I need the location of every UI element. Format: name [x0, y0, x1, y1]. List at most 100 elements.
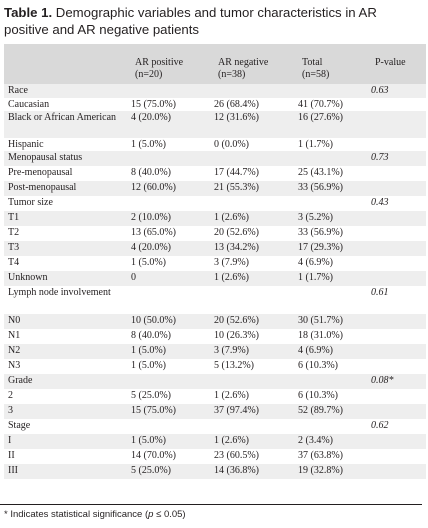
table-row: N1 8 (40.0%) 10 (26.3%) 18 (31.0%): [4, 329, 426, 344]
cell-total: 6 (10.3%): [298, 390, 338, 401]
cell-total: 41 (70.7%): [298, 99, 343, 110]
row-label: N0: [8, 315, 21, 326]
col-ar-negative-n: (n=38): [218, 69, 246, 80]
cell-pvalue: 0.62: [371, 420, 389, 431]
cell-ar-negative: 1 (2.6%): [214, 272, 249, 283]
row-label: Post-menopausal: [8, 182, 77, 193]
row-label: Race: [8, 85, 28, 96]
cell-ar-negative: 26 (68.4%): [214, 99, 259, 110]
row-label: Tumor size: [8, 197, 53, 208]
cell-ar-negative: 12 (31.6%): [214, 112, 259, 123]
cell-ar-positive: 8 (40.0%): [131, 167, 171, 178]
row-label: N3: [8, 360, 21, 371]
row-label: Caucasian: [8, 99, 50, 110]
col-total-n: (n=58): [302, 69, 330, 80]
row-label: Menopausal status: [8, 152, 83, 163]
row-label: III: [8, 465, 18, 476]
cell-ar-negative: 20 (52.6%): [214, 227, 259, 238]
cell-total: 16 (27.6%): [298, 112, 343, 123]
row-label: 2: [8, 390, 13, 401]
cell-ar-negative: 5 (13.2%): [214, 360, 254, 371]
footnote-p-symbol: p: [148, 509, 154, 520]
cell-total: 33 (56.9%): [298, 182, 343, 193]
cell-total: 1 (1.7%): [298, 139, 333, 150]
cell-ar-positive: 5 (25.0%): [131, 465, 171, 476]
cell-ar-negative: 23 (60.5%): [214, 450, 259, 461]
col-ar-negative: AR negative (n=38): [218, 57, 268, 81]
cell-total: 19 (32.8%): [298, 465, 343, 476]
cell-ar-positive: 5 (25.0%): [131, 390, 171, 401]
table-header: AR positive (n=20) AR negative (n=38) To…: [4, 44, 426, 84]
table-row: Menopausal status 0.73: [4, 151, 426, 166]
footnote-prefix: * Indicates statistical significance (: [4, 509, 149, 520]
table-row: Race 0.63: [4, 84, 426, 98]
cell-total: 18 (31.0%): [298, 330, 343, 341]
cell-ar-positive: 1 (5.0%): [131, 257, 166, 268]
cell-total: 4 (6.9%): [298, 345, 333, 356]
cell-ar-negative: 3 (7.9%): [214, 345, 249, 356]
cell-ar-positive: 1 (5.0%): [131, 345, 166, 356]
cell-ar-negative: 13 (34.2%): [214, 242, 259, 253]
cell-total: 25 (43.1%): [298, 167, 343, 178]
cell-pvalue: 0.73: [371, 152, 389, 163]
cell-ar-negative: 1 (2.6%): [214, 390, 249, 401]
col-total-label: Total: [302, 57, 323, 68]
table-row: Tumor size 0.43: [4, 196, 426, 211]
cell-ar-positive: 1 (5.0%): [131, 360, 166, 371]
cell-ar-positive: 12 (60.0%): [131, 182, 176, 193]
table-row: II 14 (70.0%) 23 (60.5%) 37 (63.8%): [4, 449, 426, 464]
row-label: T2: [8, 227, 20, 238]
col-ar-positive-n: (n=20): [135, 69, 163, 80]
cell-total: 52 (89.7%): [298, 405, 343, 416]
cell-ar-positive: 10 (50.0%): [131, 315, 176, 326]
table-row: N3 1 (5.0%) 5 (13.2%) 6 (10.3%): [4, 359, 426, 374]
cell-ar-positive: 1 (5.0%): [131, 435, 166, 446]
footnote-suffix: ≤ 0.05): [153, 509, 186, 520]
row-label: Grade: [8, 375, 33, 386]
table-row: Hispanic 1 (5.0%) 0 (0.0%) 1 (1.7%): [4, 138, 426, 151]
table-row: N2 1 (5.0%) 3 (7.9%) 4 (6.9%): [4, 344, 426, 359]
row-label: T3: [8, 242, 20, 253]
row-label: Lymph node involvement: [8, 287, 111, 298]
row-label: II: [8, 450, 15, 461]
table-row: 3 15 (75.0%) 37 (97.4%) 52 (89.7%): [4, 404, 426, 419]
cell-total: 30 (51.7%): [298, 315, 343, 326]
cell-ar-positive: 8 (40.0%): [131, 330, 171, 341]
row-label: 3: [8, 405, 13, 416]
cell-ar-negative: 37 (97.4%): [214, 405, 259, 416]
table-row: 2 5 (25.0%) 1 (2.6%) 6 (10.3%): [4, 389, 426, 404]
cell-ar-negative: 10 (26.3%): [214, 330, 259, 341]
table-row: I 1 (5.0%) 1 (2.6%) 2 (3.4%): [4, 434, 426, 449]
cell-total: 2 (3.4%): [298, 435, 333, 446]
col-total: Total (n=58): [302, 57, 329, 81]
table-title: Table 1. Demographic variables and tumor…: [4, 4, 424, 38]
cell-pvalue: 0.61: [371, 287, 389, 298]
row-label: N1: [8, 330, 21, 341]
table-row: N0 10 (50.0%) 20 (52.6%) 30 (51.7%): [4, 314, 426, 329]
cell-ar-negative: 3 (7.9%): [214, 257, 249, 268]
row-label: T4: [8, 257, 20, 268]
table-caption: Demographic variables and tumor characte…: [4, 5, 377, 37]
cell-ar-positive: 2 (10.0%): [131, 212, 171, 223]
col-ar-negative-label: AR negative: [218, 57, 269, 68]
table-row: Post-menopausal 12 (60.0%) 21 (55.3%) 33 (5…: [4, 181, 426, 196]
row-label: Unknown: [8, 272, 48, 283]
row-label: N2: [8, 345, 21, 356]
cell-pvalue: 0.08*: [371, 375, 394, 386]
table-row: T2 13 (65.0%) 20 (52.6%) 33 (56.9%): [4, 226, 426, 241]
data-table: AR positive (n=20) AR negative (n=38) To…: [4, 44, 426, 479]
cell-ar-negative: 1 (2.6%): [214, 212, 249, 223]
footnote: * Indicates statistical significance (p …: [4, 509, 186, 521]
table-row: Black or African American 4 (20.0%) 12 (31…: [4, 111, 426, 138]
table-row: T3 4 (20.0%) 13 (34.2%) 17 (29.3%): [4, 241, 426, 256]
col-ar-positive-label: AR positive: [135, 57, 184, 68]
cell-ar-negative: 21 (55.3%): [214, 182, 259, 193]
col-pvalue-label: P-value: [375, 57, 406, 68]
table-body: Race 0.63 Caucasian 15 (75.0%) 26 (68.4%) 41 …: [4, 84, 426, 479]
cell-total: 33 (56.9%): [298, 227, 343, 238]
cell-ar-negative: 1 (2.6%): [214, 435, 249, 446]
bottom-rule: [0, 504, 422, 505]
cell-total: 37 (63.8%): [298, 450, 343, 461]
cell-ar-positive: 14 (70.0%): [131, 450, 176, 461]
